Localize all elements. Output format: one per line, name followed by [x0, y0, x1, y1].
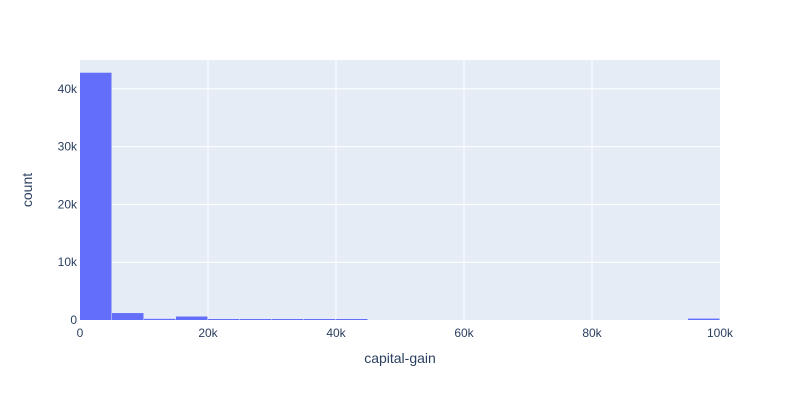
x-tick-label: 60k — [454, 326, 474, 340]
histogram-bar — [208, 319, 240, 320]
gridlines — [80, 60, 720, 320]
histogram-bar — [240, 319, 272, 320]
y-tick-label: 30k — [58, 140, 78, 154]
histogram-bar — [176, 316, 208, 320]
x-tick-label: 40k — [326, 326, 346, 340]
y-tick-label: 20k — [58, 197, 78, 211]
y-axis-title: count — [19, 173, 35, 207]
x-tick-label: 0 — [77, 326, 84, 340]
y-tick-label: 10k — [58, 255, 78, 269]
x-tick-label: 80k — [582, 326, 602, 340]
histogram-bar — [336, 319, 368, 320]
x-axis-ticks: 0 20k 40k 60k 80k 100k — [77, 326, 734, 340]
y-tick-label: 0 — [70, 313, 77, 327]
bars — [80, 72, 720, 320]
histogram-bar — [688, 318, 720, 320]
plot-area — [80, 60, 720, 320]
histogram-bar — [304, 319, 336, 320]
x-axis-title: capital-gain — [364, 350, 436, 366]
y-tick-label: 40k — [58, 82, 78, 96]
y-axis-ticks: 0 10k 20k 30k 40k — [58, 82, 78, 327]
histogram-bar — [80, 72, 112, 320]
histogram-bar — [112, 313, 144, 320]
x-tick-label: 20k — [198, 326, 218, 340]
x-tick-label: 100k — [707, 326, 734, 340]
histogram-bar — [272, 319, 304, 320]
histogram-bar — [144, 318, 176, 320]
